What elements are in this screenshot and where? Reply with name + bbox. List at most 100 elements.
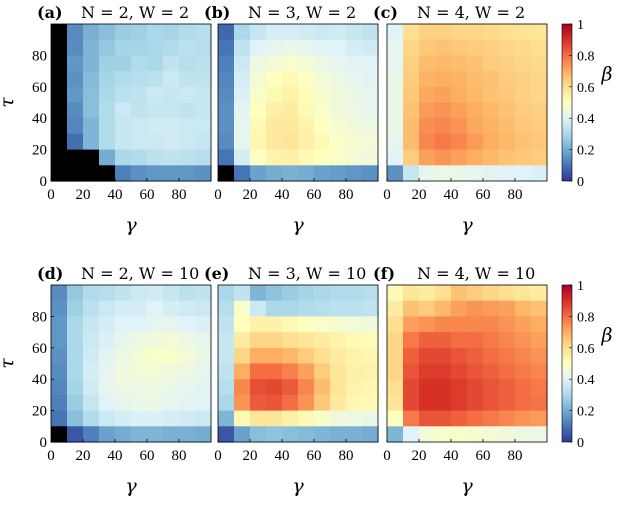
heatmap-cell <box>250 363 267 380</box>
heatmap-cell <box>266 86 283 104</box>
y-tick-label: 0 <box>40 174 48 190</box>
panel-frame <box>217 23 379 182</box>
heatmap-cell <box>234 86 251 104</box>
heatmap-cell <box>218 363 235 380</box>
heatmap-cell <box>499 285 516 302</box>
colorbar-bar <box>561 284 573 443</box>
heatmap-cell <box>483 410 500 427</box>
heatmap-cell <box>218 285 235 302</box>
heatmap-cell <box>467 316 484 333</box>
panel-title: N = 4, W = 10 <box>417 264 535 283</box>
heatmap-cell <box>218 300 235 317</box>
heatmap-cell <box>403 332 420 349</box>
heatmap-cell <box>234 300 251 317</box>
heatmap-cell <box>515 426 532 443</box>
heatmap-cell <box>115 332 132 349</box>
heatmap-cell <box>131 300 148 317</box>
x-tick-label: 80 <box>172 448 187 464</box>
heatmap-cell <box>51 332 68 349</box>
heatmap-cell <box>147 363 164 380</box>
heatmap-cell <box>330 347 347 365</box>
heatmap-cell <box>282 118 299 135</box>
heatmap-cell <box>387 394 404 412</box>
heatmap-cell <box>147 426 164 443</box>
heatmap-cell <box>115 410 132 427</box>
heatmap-cell <box>179 347 196 365</box>
heatmap-cell <box>115 133 132 151</box>
heatmap-cell <box>314 394 331 412</box>
heatmap-cell <box>419 39 436 56</box>
heatmap-cell <box>99 426 116 443</box>
heatmap-cell <box>99 394 116 412</box>
heatmap-cell <box>179 300 196 317</box>
heatmap-cell <box>195 102 212 119</box>
heatmap-cell <box>163 149 180 166</box>
heatmap-cell <box>195 149 212 166</box>
heatmap-cell <box>499 39 516 56</box>
heatmap-cell <box>147 300 164 317</box>
heatmap-cell <box>51 102 68 119</box>
panel-d: (d) N = 2, W = 10 0 20 40 60 80 γ 0 20 40 60 80 τ <box>0 264 212 497</box>
heatmap-cell <box>531 102 548 119</box>
heatmap-cell <box>330 102 347 119</box>
heatmap-cell <box>483 149 500 166</box>
heatmap-cell <box>435 55 452 72</box>
heatmap-cell <box>483 300 500 317</box>
heatmap-cell <box>282 394 299 412</box>
heatmap-cell <box>163 410 180 427</box>
x-axis-label: γ <box>292 214 304 236</box>
heatmap-cell <box>115 316 132 333</box>
heatmap-cell <box>218 55 235 72</box>
heatmap-cell <box>346 285 363 302</box>
heatmap-cell <box>451 86 468 104</box>
heatmap-cell <box>387 149 404 166</box>
heatmap-cell <box>330 86 347 104</box>
panel-a: (a) N = 2, W = 2 0 20 40 60 80 γ 0 20 40 60 80 τ <box>0 3 212 236</box>
heatmap-cell <box>179 285 196 302</box>
heatmap-cell <box>403 394 420 412</box>
y-tick-label: 20 <box>32 404 47 420</box>
x-tick-label: 60 <box>140 448 155 464</box>
heatmap-cell <box>83 165 100 182</box>
heatmap-cell <box>163 285 180 302</box>
heatmap-cell <box>499 347 516 365</box>
heatmap-cell <box>67 165 84 182</box>
heatmap-cell <box>346 379 363 396</box>
heatmap-cell <box>387 316 404 333</box>
heatmap-cell <box>99 410 116 427</box>
heatmap-cell <box>195 24 212 41</box>
heatmap-cell <box>99 285 116 302</box>
heatmap-cell <box>195 363 212 380</box>
heatmap-cell <box>163 316 180 333</box>
heatmap-cell <box>266 24 283 41</box>
heatmap-cell <box>298 149 315 166</box>
heatmap-cell <box>99 102 116 119</box>
heatmap-cell <box>67 316 84 333</box>
heatmap-cell <box>67 347 84 365</box>
y-tick-label: 60 <box>32 80 47 96</box>
heatmap-cell <box>147 394 164 412</box>
heatmap-cell <box>515 39 532 56</box>
heatmap-cell <box>330 118 347 135</box>
heatmap-cell <box>346 55 363 72</box>
heatmap-cell <box>195 285 212 302</box>
x-tick-label: 60 <box>140 187 155 203</box>
heatmap-cell <box>362 347 379 365</box>
x-tick-label: 0 <box>383 448 391 464</box>
heatmap-cell <box>330 332 347 349</box>
heatmap-cell <box>163 300 180 317</box>
heatmap-cell <box>362 165 379 182</box>
heatmap-cell <box>250 394 267 412</box>
heatmap-cell <box>250 379 267 396</box>
heatmap-cell <box>282 347 299 365</box>
heatmap-cell <box>218 426 235 443</box>
heatmap-cell <box>147 55 164 72</box>
heatmap-cell <box>483 363 500 380</box>
heatmap-cell <box>83 394 100 412</box>
heatmap-cell <box>67 149 84 166</box>
heatmap-cell <box>483 426 500 443</box>
heatmap-cell <box>499 55 516 72</box>
heatmap-cell <box>330 39 347 56</box>
heatmap-cell <box>99 165 116 182</box>
heatmap-cell <box>346 71 363 88</box>
